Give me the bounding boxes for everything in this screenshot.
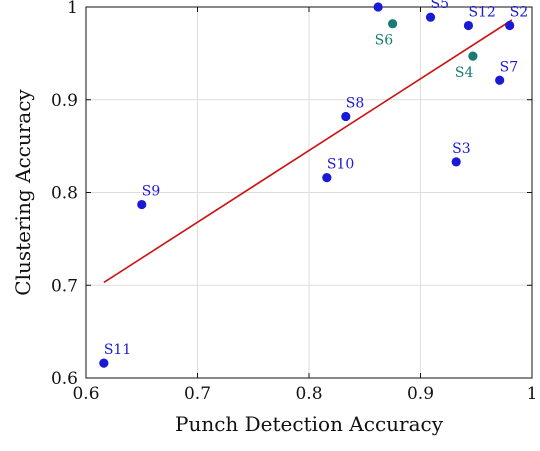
point-label-s7: S7 — [500, 59, 519, 75]
data-point-s6 — [388, 19, 398, 29]
x-axis-title: Punch Detection Accuracy — [175, 412, 444, 436]
data-point-s3 — [451, 157, 461, 167]
point-label-s9: S9 — [142, 184, 161, 200]
y-axis-title: Clustering Accuracy — [11, 89, 35, 296]
y-tick-label: 0.8 — [51, 184, 78, 204]
point-labels: S1 S2 S3 S4 S5 S6 S7 S8 S9 S10 S11 S12 — [104, 0, 528, 358]
y-tick-label: 0.7 — [51, 276, 78, 296]
point-label-s12: S12 — [468, 5, 495, 21]
data-point-s12 — [463, 20, 474, 31]
data-points — [99, 2, 515, 368]
x-tick-label: 1 — [527, 384, 538, 404]
data-point-s11 — [99, 358, 109, 368]
y-tick-label: 0.6 — [51, 369, 78, 389]
x-tick-label: 0.9 — [407, 384, 434, 404]
x-tick-label: 0.8 — [295, 384, 322, 404]
point-label-s1: S1 — [374, 0, 393, 2]
point-label-s11: S11 — [104, 342, 131, 358]
point-label-s8: S8 — [346, 95, 365, 111]
y-tick-label: 0.9 — [51, 91, 78, 111]
data-point-s7 — [495, 75, 505, 85]
data-point-s2 — [505, 20, 515, 31]
data-point-s4 — [468, 51, 478, 61]
x-tick-label: 0.6 — [72, 384, 99, 404]
y-tick-label: 1 — [67, 0, 78, 18]
axis-ticks: 0.6 0.7 0.8 0.9 1 0.6 0.7 0.8 0.9 1 — [51, 0, 537, 404]
data-point-s8 — [341, 111, 351, 122]
point-label-s2: S2 — [510, 5, 529, 21]
data-point-s1 — [373, 2, 383, 12]
x-tick-label: 0.7 — [184, 384, 211, 404]
point-label-s5: S5 — [431, 0, 450, 12]
data-point-s10 — [322, 173, 332, 183]
data-point-s9 — [137, 199, 147, 210]
trend-line — [103, 19, 513, 284]
point-label-s6: S6 — [375, 33, 394, 49]
point-label-s4: S4 — [455, 65, 474, 81]
point-label-s10: S10 — [327, 157, 354, 173]
data-point-s5 — [425, 12, 436, 22]
point-label-s3: S3 — [452, 141, 471, 157]
trend-line-group — [103, 19, 513, 284]
